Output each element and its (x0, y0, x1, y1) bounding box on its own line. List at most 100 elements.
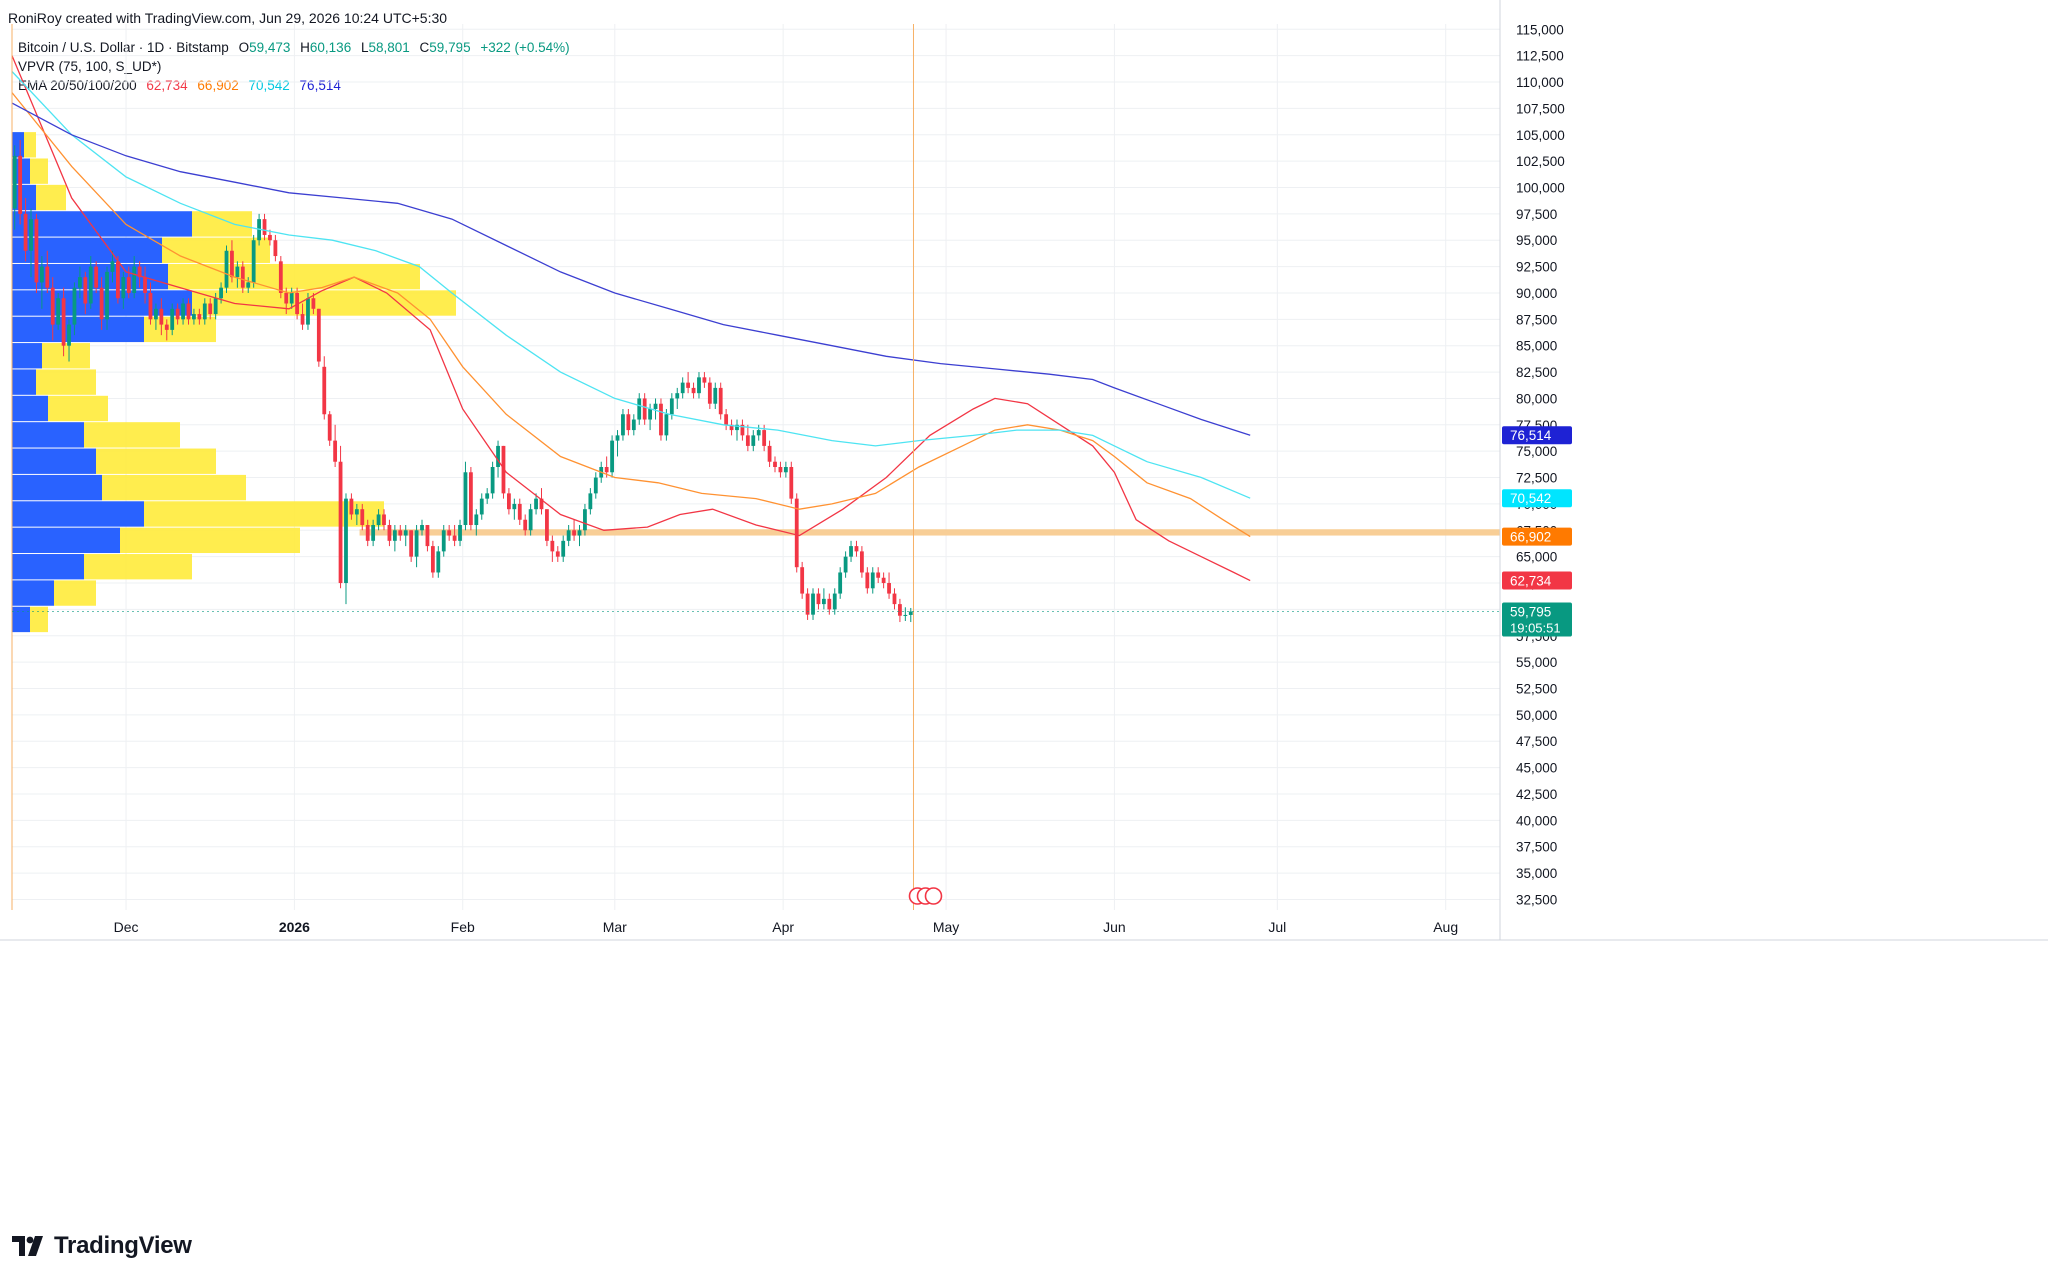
candle-body (756, 430, 761, 436)
candle-body (197, 314, 202, 320)
candle-body (458, 525, 462, 541)
candle-body (251, 240, 256, 283)
vp-bar-down (168, 263, 420, 290)
y-tick-label: 40,000 (1516, 813, 1557, 828)
price-label-box (1502, 571, 1572, 590)
candle-body (572, 530, 576, 536)
candle-body (626, 414, 631, 431)
candle-body (583, 509, 587, 531)
y-tick-label: 90,000 (1516, 286, 1557, 301)
price-label-box (1502, 426, 1572, 445)
vp-bar-up (12, 580, 54, 606)
x-tick-label: Feb (451, 919, 475, 935)
candle-body (88, 266, 93, 304)
vp-bar-down (36, 184, 66, 211)
candle-body (371, 525, 376, 541)
candle-body (278, 261, 283, 293)
candle-body (735, 424, 739, 431)
candle-body (159, 308, 164, 325)
candle-body (621, 414, 625, 436)
y-tick-label: 87,500 (1516, 312, 1557, 327)
candle-body (300, 314, 305, 325)
price-label-text: 59,795 (1510, 605, 1551, 620)
candle-body (783, 467, 788, 473)
candle-body (534, 498, 538, 510)
y-tick-label: 72,500 (1516, 471, 1557, 486)
candle-body (713, 387, 718, 404)
candle-body (832, 593, 837, 610)
vpvr-label: VPVR (75, 100, S_UD*) (18, 59, 162, 74)
y-tick-label: 82,500 (1516, 365, 1557, 380)
candle-body (425, 525, 430, 547)
candle-body (507, 493, 511, 510)
candle-body (800, 567, 805, 594)
candle-body (452, 535, 457, 541)
candle-body (664, 414, 669, 436)
x-tick-label: May (933, 919, 959, 935)
vp-bar-down (24, 132, 36, 158)
vp-bar-up (12, 448, 96, 474)
axes: 115,000 112,500 110,000 107,500 105,000 102,5… (0, 0, 2048, 941)
candle-body (354, 509, 359, 515)
candle-body (898, 604, 902, 616)
y-tick-label: 35,000 (1516, 866, 1557, 881)
candle-body (273, 240, 278, 257)
candle-body (501, 445, 506, 494)
candle-body (805, 593, 810, 615)
candle-body (653, 403, 658, 409)
y-tick-label: 55,000 (1516, 655, 1557, 670)
candle-body (246, 282, 251, 288)
candle-body (615, 435, 620, 441)
candle-body (854, 546, 859, 552)
candle-body (610, 440, 614, 473)
candle-body (338, 461, 343, 584)
candle-body (485, 493, 490, 499)
candle-body (680, 382, 685, 394)
x-tick-label: Mar (603, 919, 627, 935)
candle-body (306, 298, 310, 325)
candle-body (12, 155, 17, 209)
candle-body (344, 498, 348, 584)
candle-body (430, 546, 435, 573)
y-tick-label: 37,500 (1516, 840, 1557, 855)
candle-body (887, 583, 891, 594)
x-tick-label: Aug (1433, 919, 1458, 935)
candle-body (420, 525, 424, 531)
candle-body (164, 324, 169, 330)
x-tick-label: Jul (1268, 919, 1286, 935)
candle-body (316, 308, 321, 362)
candle-body (468, 472, 473, 526)
candle-body (365, 525, 370, 541)
candle-body (876, 572, 881, 578)
y-tick-label: 95,000 (1516, 233, 1557, 248)
vpvr-legend[interactable]: VPVR (75, 100, S_UD*) (18, 59, 167, 74)
symbol-title[interactable]: Bitcoin / U.S. Dollar · 1D · Bitstamp (18, 40, 229, 55)
candle-body (697, 377, 701, 394)
candle-body (881, 577, 886, 584)
candle-body (669, 398, 674, 415)
candle-body (637, 398, 642, 420)
candle-body (474, 514, 479, 526)
tradingview-logo-icon (12, 1236, 43, 1256)
tradingview-logo[interactable]: TradingView (12, 1232, 192, 1260)
y-tick-label: 75,000 (1516, 444, 1557, 459)
candles (12, 140, 913, 623)
candle-body (29, 219, 33, 251)
candle-body (821, 598, 826, 605)
candle-body (143, 277, 147, 293)
vp-bar-down (54, 580, 96, 606)
candle-body (838, 572, 843, 594)
candle-body (333, 440, 338, 462)
candle-body (387, 525, 392, 541)
vp-bar-up (12, 606, 30, 633)
y-tick-label: 105,000 (1516, 128, 1565, 143)
x-tick-label: Jun (1103, 919, 1126, 935)
price-countdown-text: 19:05:51 (1510, 621, 1561, 636)
ema100-line (11, 71, 1251, 499)
candle-body (67, 324, 71, 346)
candle-body (414, 530, 419, 557)
chart-creator-caption: RoniRoy created with TradingView.com, Ju… (8, 10, 448, 26)
price-label-text: 76,514 (1510, 428, 1552, 443)
vp-bar-up (12, 369, 36, 395)
